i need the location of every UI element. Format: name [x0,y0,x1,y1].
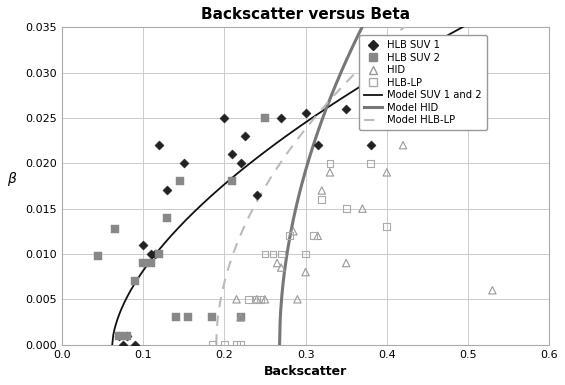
Point [228,178,237,184]
Point [260,251,270,257]
Point [277,251,286,257]
Point [289,228,298,234]
Point [236,341,245,348]
Point [277,251,286,257]
Point [358,206,367,212]
Point [268,251,277,257]
Point [488,287,497,293]
Point [273,260,282,266]
Point [313,142,322,148]
Point [318,196,327,203]
Point [123,333,132,339]
Point [253,192,262,198]
Point [383,224,392,230]
Point [257,296,266,302]
Point [179,160,188,166]
Point [207,341,216,348]
Legend: HLB SUV 1, HLB SUV 2, HID, HLB-LP, Model SUV 1 and 2, Model HID, Model HLB-LP: HLB SUV 1, HLB SUV 2, HID, HLB-LP, Model… [359,35,487,131]
Point [236,315,245,321]
Point [118,341,127,348]
Point [260,251,270,257]
Point [236,315,245,321]
Point [236,341,245,348]
Point [383,169,392,176]
Point [325,160,334,166]
Point [155,142,164,148]
Point [163,214,172,221]
Point [366,142,375,148]
Point [207,341,216,348]
Point [155,251,164,257]
Point [138,260,147,266]
Point [114,333,123,339]
Point [277,264,286,271]
Point [240,133,249,139]
Point [163,187,172,194]
Point [260,296,270,302]
Point [285,233,294,239]
Point [253,296,262,302]
Point [228,151,237,157]
Point [114,333,123,339]
Point [366,160,375,166]
Point [257,296,266,302]
Point [171,315,180,321]
Point [383,106,392,112]
Point [131,278,140,284]
Point [325,160,334,166]
Point [318,187,327,194]
Point [309,233,318,239]
Point [110,226,119,232]
Title: Backscatter versus Beta: Backscatter versus Beta [201,7,410,22]
Point [366,160,375,166]
Point [94,253,103,259]
Point [301,110,310,117]
Point [383,70,392,76]
Point [325,169,334,176]
Point [253,296,262,302]
Point [232,296,241,302]
Point [309,233,318,239]
Point [383,224,392,230]
Point [342,260,351,266]
Point [147,251,156,257]
Point [220,341,229,348]
Point [147,260,156,266]
Point [318,196,327,203]
Point [232,341,241,348]
Point [220,341,229,348]
Point [313,233,322,239]
Point [220,115,229,121]
Point [268,251,277,257]
Y-axis label: β: β [7,172,16,186]
Point [301,251,310,257]
Point [301,251,310,257]
Point [342,106,351,112]
Point [232,341,241,348]
Point [244,296,253,302]
Point [277,115,286,121]
Point [293,296,302,302]
Point [342,206,351,212]
Point [342,206,351,212]
Point [131,341,140,348]
Point [285,233,294,239]
Point [301,269,310,275]
Point [183,315,192,321]
Point [123,333,132,339]
Point [151,251,160,257]
Point [207,315,216,321]
Point [138,242,147,248]
Point [260,115,270,121]
Point [253,296,262,302]
Point [236,160,245,166]
Point [175,178,184,184]
Point [398,142,407,148]
X-axis label: Backscatter: Backscatter [264,365,347,378]
Point [244,296,253,302]
